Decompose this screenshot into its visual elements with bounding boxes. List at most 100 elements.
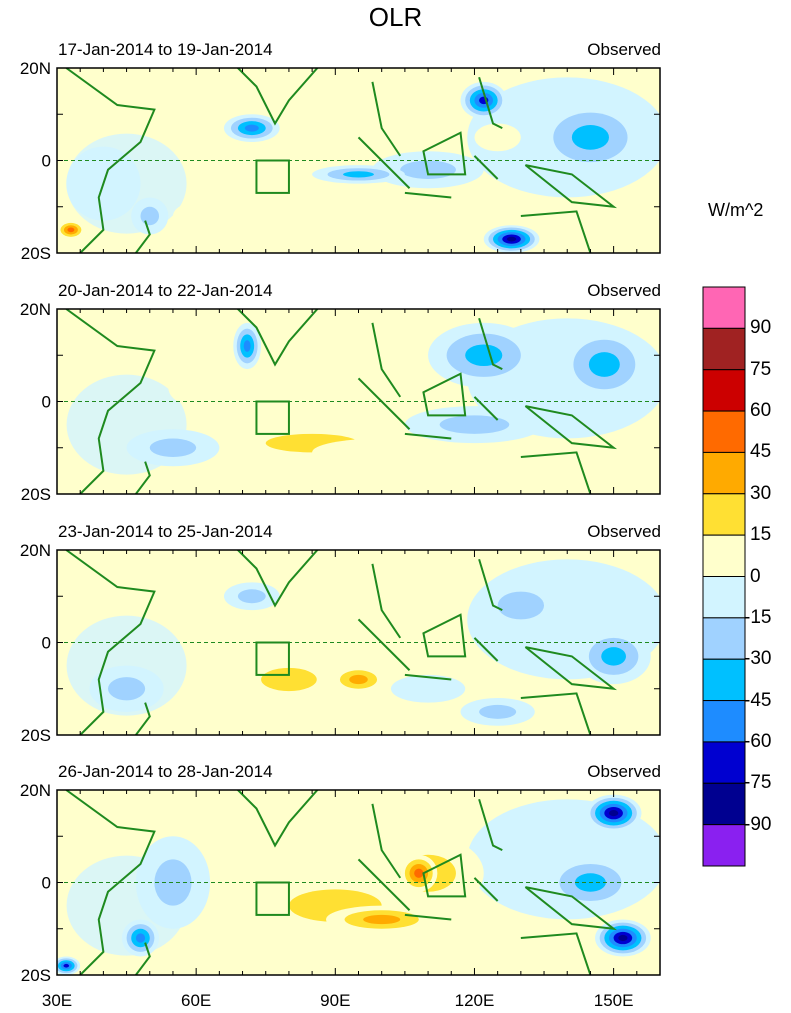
india-coastline xyxy=(236,68,319,126)
anomaly-contour xyxy=(601,647,626,666)
lon-tick-label: 30E xyxy=(42,991,72,1010)
panel-date-range: 20-Jan-2014 to 22-Jan-2014 xyxy=(58,281,273,300)
anomaly-contour xyxy=(585,452,642,481)
india-coastline xyxy=(236,309,319,367)
africa-coastline xyxy=(65,309,156,494)
anomaly-contour xyxy=(608,810,619,817)
colorbar-swatch xyxy=(702,286,746,329)
colorbar-label: -30 xyxy=(744,648,772,670)
lat-tick-label: 20N xyxy=(20,781,51,800)
anomaly-contour xyxy=(149,438,197,458)
madagascar-coastline xyxy=(135,461,151,494)
anomaly-contour xyxy=(414,868,424,878)
colorbar-label: 60 xyxy=(750,400,772,422)
panel-observed-label: Observed xyxy=(587,40,661,59)
panel-observed-label: Observed xyxy=(587,762,661,781)
panel-date-range: 17-Jan-2014 to 19-Jan-2014 xyxy=(58,40,273,59)
anomaly-contour xyxy=(251,813,327,860)
anomaly-contour xyxy=(237,589,266,604)
colorbar-units: W/m^2 xyxy=(708,200,764,220)
colorbar-label: 15 xyxy=(750,524,772,546)
anomaly-contour xyxy=(244,124,259,132)
lat-tick-label: 0 xyxy=(42,393,51,412)
panel-date-range: 23-Jan-2014 to 25-Jan-2014 xyxy=(58,522,273,541)
anomaly-contour xyxy=(243,340,251,352)
maritime-continent-coastline xyxy=(357,798,618,975)
anomaly-contour xyxy=(506,236,517,242)
panel-observed-label: Observed xyxy=(587,281,661,300)
lon-tick-label: 150E xyxy=(594,991,634,1010)
panel-observed-label: Observed xyxy=(587,522,661,541)
maritime-continent-coastline xyxy=(357,317,618,494)
anomaly-contour xyxy=(172,197,266,235)
colorbar-swatch xyxy=(702,824,746,867)
colorbar-label: -75 xyxy=(744,772,772,794)
lat-tick-label: 20N xyxy=(20,300,51,319)
anomaly-contour xyxy=(465,344,503,367)
colorbar-swatch xyxy=(702,782,746,826)
colorbar-swatch xyxy=(702,576,746,619)
region-box xyxy=(255,400,290,435)
africa-coastline xyxy=(65,68,156,253)
colorbar-label: 0 xyxy=(750,565,761,587)
anomaly-contour xyxy=(363,914,401,925)
madagascar-coastline xyxy=(135,702,151,735)
india-coastline xyxy=(236,550,319,608)
colorbar-label: 90 xyxy=(750,317,772,339)
lat-tick-label: 20N xyxy=(20,59,51,78)
lat-tick-label: 20N xyxy=(20,541,51,560)
maritime-continent-coastline xyxy=(357,558,618,735)
colorbar-swatch xyxy=(702,369,746,412)
region-box xyxy=(255,881,290,916)
colorbar-swatch xyxy=(702,410,746,453)
anomaly-contour xyxy=(588,352,620,377)
colorbar-label: 45 xyxy=(750,441,772,463)
colorbar-swatch xyxy=(702,493,746,536)
colorbar-label: 75 xyxy=(750,358,772,380)
anomaly-contour xyxy=(63,963,70,968)
anomaly-contour xyxy=(140,206,160,226)
map-panel-3 xyxy=(57,550,660,735)
colorbar-swatch xyxy=(702,327,746,371)
anomaly-contour xyxy=(67,227,75,233)
panel-date-range: 26-Jan-2014 to 28-Jan-2014 xyxy=(58,762,273,781)
anomaly-contour xyxy=(474,123,521,152)
colorbar-swatch xyxy=(702,617,746,660)
anomaly-contour xyxy=(497,591,545,620)
figure-title: OLR xyxy=(368,2,423,32)
africa-coastline xyxy=(65,550,156,735)
map-panel-4 xyxy=(57,790,660,975)
colorbar-swatch xyxy=(702,534,746,578)
lat-tick-label: 20S xyxy=(21,966,51,985)
anomaly-contour xyxy=(618,934,628,942)
lon-tick-label: 120E xyxy=(455,991,495,1010)
colorbar-label: -60 xyxy=(744,730,772,752)
lat-tick-label: 0 xyxy=(42,874,51,893)
africa-coastline xyxy=(65,790,156,975)
lon-tick-label: 60E xyxy=(181,991,211,1010)
region-box xyxy=(255,641,290,676)
map-panel-1 xyxy=(57,68,660,253)
anomaly-contour xyxy=(349,674,368,685)
anomaly-contour xyxy=(343,171,374,178)
colorbar-swatch xyxy=(702,658,746,702)
lat-tick-label: 20S xyxy=(21,726,51,745)
colorbar-label: -90 xyxy=(744,813,772,835)
lat-tick-label: 20S xyxy=(21,485,51,504)
anomaly-contour xyxy=(479,704,517,719)
colorbar-label: -15 xyxy=(744,606,772,628)
anomaly-contour xyxy=(261,667,317,692)
colorbar-label: 30 xyxy=(750,482,772,504)
map-panel-2 xyxy=(57,309,660,494)
colorbar-swatch xyxy=(702,741,746,784)
lat-tick-label: 20S xyxy=(21,244,51,263)
colorbar-swatch xyxy=(702,700,746,743)
anomaly-contour xyxy=(390,674,466,703)
lat-tick-label: 0 xyxy=(42,152,51,171)
anomaly-contour xyxy=(439,415,510,434)
anomaly-contour xyxy=(312,438,452,467)
lon-tick-label: 90E xyxy=(320,991,350,1010)
anomaly-contour xyxy=(135,933,146,943)
